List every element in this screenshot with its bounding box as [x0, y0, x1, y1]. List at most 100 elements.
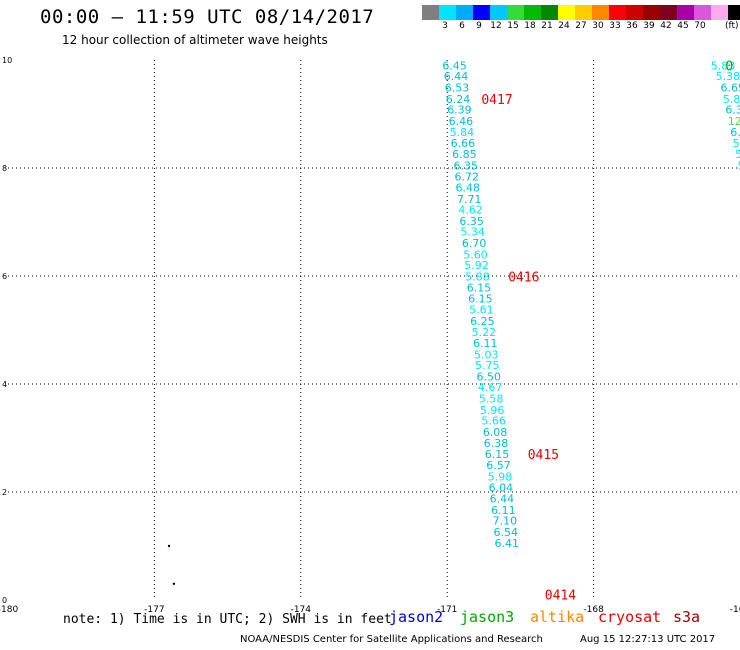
y-tick-label: 6 [2, 272, 7, 281]
color-scale-label: 70 [694, 21, 706, 31]
color-swatch-4 [490, 5, 507, 20]
wave-height-label: 6.11 [491, 504, 516, 517]
wave-height-label: 7.71 [457, 193, 482, 206]
satellite-s3a: s3a [673, 608, 701, 626]
color-scale-swatches [422, 5, 740, 20]
wave-height-label: 6.44 [444, 70, 469, 83]
x-tick-label: -165 [730, 605, 740, 615]
wave-height-label: 5.38 [716, 70, 740, 83]
x-tick-label: -177 [144, 605, 164, 615]
color-swatch-1 [439, 5, 456, 20]
color-scale-label: 36 [626, 21, 638, 31]
time-label: 0414 [545, 589, 576, 604]
wave-height-label: 6.50 [476, 370, 501, 383]
color-scale-label: 27 [575, 21, 587, 31]
wave-height-label: 6.15 [467, 281, 492, 294]
color-scale-label: 18 [524, 21, 536, 31]
wave-height-label: 12.97 [728, 115, 740, 128]
color-scale-label: 24 [558, 21, 570, 31]
color-scale-label: 42 [660, 21, 672, 31]
wave-height-label: 5.60 [463, 248, 488, 261]
stray-point [167, 544, 171, 548]
wave-height-label: 6.72 [455, 171, 480, 184]
color-scale-label: 15 [507, 21, 519, 31]
wave-height-label: 6.08 [483, 426, 508, 439]
color-swatch-11 [609, 5, 626, 20]
chart-subtitle: 12 hour collection of altimeter wave hei… [62, 33, 328, 47]
wave-height-label: 6.41 [495, 537, 520, 550]
wave-height-label: 5.84 [450, 126, 475, 139]
x-tick-label: -168 [583, 605, 604, 615]
color-swatch-5 [507, 5, 524, 20]
y-tick-label: 4 [2, 380, 7, 389]
wave-height-label: 5.4 [738, 159, 740, 172]
wave-height-label: 6.53 [445, 82, 470, 95]
wave-height-label: 6.65 [720, 82, 740, 95]
wave-height-label: 4.67 [478, 381, 503, 394]
wave-height-label: 5.75 [475, 359, 500, 372]
wave-height-label: 5.98 [488, 470, 512, 483]
color-scale-label: 3 [442, 21, 448, 31]
y-tick-label: 8 [2, 164, 7, 173]
stray-point [172, 582, 176, 585]
wave-height-label: 6.33 [725, 104, 740, 117]
y-tick-label: 2 [2, 488, 7, 497]
color-swatch-18 [728, 5, 740, 20]
wave-height-label: 5.99 [733, 137, 740, 150]
wave-height-label: 5.92 [464, 259, 489, 272]
time-label: 0 [725, 59, 733, 74]
color-swatch-8 [558, 5, 575, 20]
wave-height-label: 6.15 [485, 448, 510, 461]
x-tick-label: -171 [437, 605, 457, 615]
color-scale-label: 39 [643, 21, 655, 31]
wave-height-label: 6.35 [459, 215, 484, 228]
wave-height-label: 6.35 [454, 159, 479, 172]
color-swatch-0 [422, 5, 439, 20]
wave-height-label: 5.9 [735, 148, 740, 161]
color-swatch-14 [660, 5, 677, 20]
x-tick-label: -174 [291, 605, 312, 615]
x-tick-label: -180 [0, 605, 18, 615]
wave-height-label: 5.96 [480, 404, 505, 417]
wave-height-label: 5.34 [460, 226, 485, 239]
wave-height-label: 6.48 [455, 181, 480, 194]
wave-height-label: 6.46 [449, 115, 474, 128]
wave-height-label: 5.22 [472, 326, 497, 339]
wave-height-label: 6.04 [489, 482, 514, 495]
color-scale-label: 12 [490, 21, 502, 31]
color-scale-label: 30 [592, 21, 604, 31]
wave-height-label: 7.10 [493, 515, 517, 528]
satellite-cryosat: cryosat [598, 608, 662, 626]
time-label: 0417 [481, 93, 512, 108]
wave-height-label: 5.61 [469, 303, 494, 316]
color-scale-legend: 3 6 9 12 15 18 21 24 27 30 33 36 39 42 45 70 (ft) [422, 5, 740, 31]
color-swatch-13 [643, 5, 660, 20]
chart-title: 00:00 – 11:59 UTC 08/14/2017 [40, 6, 375, 28]
wave-height-label: 5.83 [711, 59, 736, 72]
color-swatch-2 [456, 5, 473, 20]
satellite-altika: altika [530, 608, 585, 626]
wave-height-label: 5.88 [465, 271, 490, 284]
wave-height-label: 5.82 [723, 93, 740, 106]
color-scale-label: 45 [677, 21, 689, 31]
color-scale-label: 9 [476, 21, 482, 31]
wave-height-label: 5.58 [479, 393, 504, 406]
color-swatch-7 [541, 5, 558, 20]
color-swatch-16 [694, 5, 711, 20]
time-label: 0415 [528, 448, 559, 463]
wave-height-label: 6.39 [447, 104, 472, 117]
wave-height-label: 6.15 [468, 293, 493, 306]
wave-height-label: 4.62 [458, 204, 483, 217]
y-tick-label: 0 [2, 596, 7, 605]
color-swatch-3 [473, 5, 490, 20]
wave-height-label: 6.38 [484, 437, 509, 450]
color-swatch-10 [592, 5, 609, 20]
color-swatch-17 [711, 5, 728, 20]
note-text: note: 1) Time is in UTC; 2) SWH is in fe… [63, 612, 392, 627]
wave-height-label: 6.57 [486, 459, 511, 472]
color-scale-labels: 3 6 9 12 15 18 21 24 27 30 33 36 39 42 45 70 [428, 21, 740, 33]
footer-credit: NOAA/NESDIS Center for Satellite Applica… [240, 634, 543, 645]
wave-height-label: 6.11 [473, 337, 498, 350]
color-swatch-12 [626, 5, 643, 20]
